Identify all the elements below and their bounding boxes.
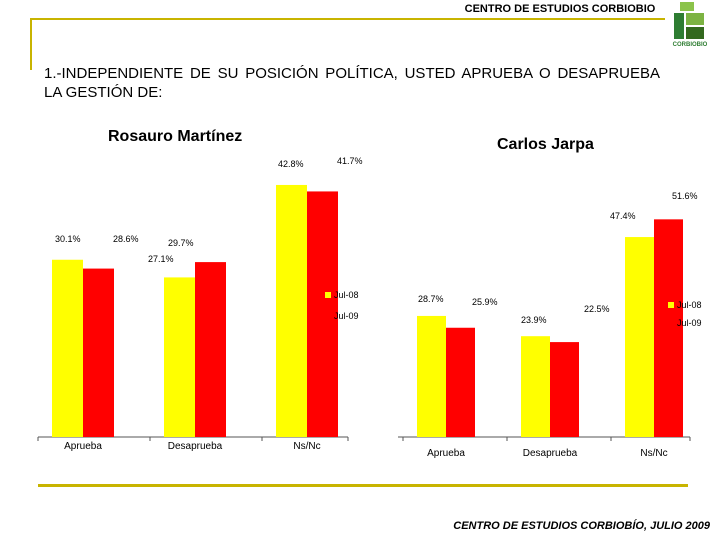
legend-swatch-jul08-0 — [325, 292, 331, 298]
legend-label-jul09-1: Jul-09 — [677, 318, 702, 328]
footer-text: CENTRO DE ESTUDIOS CORBIOBÍO, JULIO 2009 — [453, 520, 710, 532]
data-label-1-jul08-2: 47.4% — [610, 211, 636, 221]
top-divider — [30, 18, 665, 20]
left-divider — [30, 18, 32, 70]
header-title: CENTRO DE ESTUDIOS CORBIOBIO — [464, 3, 656, 15]
bar-martinez-aprueba-jul09 — [83, 268, 114, 437]
legend-label-jul08-0: Jul-08 — [334, 290, 359, 300]
legend-label-jul09-0: Jul-09 — [334, 311, 359, 321]
logo-text: CORBIOBIO — [672, 42, 708, 48]
data-label-1-jul09-0: 25.9% — [472, 297, 498, 307]
question-text: 1.-INDEPENDIENTE DE SU POSICIÓN POLÍTICA… — [44, 65, 660, 101]
bar-martinez-desaprueba-jul09 — [195, 262, 226, 437]
data-label-1-jul08-1: 23.9% — [521, 315, 547, 325]
legend-swatch-jul09-0 — [325, 313, 331, 319]
bar-jarpa-desaprueba-jul09 — [550, 342, 579, 437]
data-label-0-jul09-0: 28.6% — [113, 234, 139, 244]
category-label-1-1: Desaprueba — [523, 448, 578, 459]
corbiobio-logo-icon — [674, 2, 704, 39]
category-label-0-1: Desaprueba — [168, 441, 223, 452]
legend-swatch-jul08-1 — [668, 302, 674, 308]
bar-martinez-aprueba-jul08 — [52, 259, 83, 437]
data-label-0-jul09-1: 29.7% — [168, 238, 194, 248]
data-label-1-jul09-1: 22.5% — [584, 304, 610, 314]
bar-jarpa-desaprueba-jul08 — [521, 336, 550, 437]
bar-martinez-nsnc-jul09 — [307, 191, 338, 437]
data-label-0-jul08-1: 27.1% — [148, 254, 174, 264]
category-label-1-2: Ns/Nc — [640, 448, 667, 459]
data-label-0-jul08-0: 30.1% — [55, 234, 81, 244]
bar-jarpa-aprueba-jul09 — [446, 327, 475, 437]
category-label-0-2: Ns/Nc — [293, 441, 320, 452]
bar-jarpa-aprueba-jul08 — [417, 315, 446, 437]
data-label-1-jul09-2: 51.6% — [672, 191, 698, 201]
data-label-0-jul09-2: 41.7% — [337, 156, 363, 166]
chart-title-martinez: Rosauro Martínez — [108, 128, 243, 145]
data-label-0-jul08-2: 42.8% — [278, 159, 304, 169]
legend-label-jul08-1: Jul-08 — [677, 300, 702, 310]
data-label-1-jul08-0: 28.7% — [418, 294, 444, 304]
category-label-0-0: Aprueba — [64, 441, 102, 452]
bar-jarpa-nsnc-jul09 — [654, 219, 683, 437]
bottom-divider — [38, 484, 688, 487]
legend-swatch-jul09-1 — [668, 320, 674, 326]
chart-title-jarpa: Carlos Jarpa — [497, 136, 594, 153]
bar-jarpa-nsnc-jul08 — [625, 237, 654, 437]
bar-martinez-nsnc-jul08 — [276, 184, 307, 437]
bar-martinez-desaprueba-jul08 — [164, 277, 195, 437]
category-label-1-0: Aprueba — [427, 448, 465, 459]
